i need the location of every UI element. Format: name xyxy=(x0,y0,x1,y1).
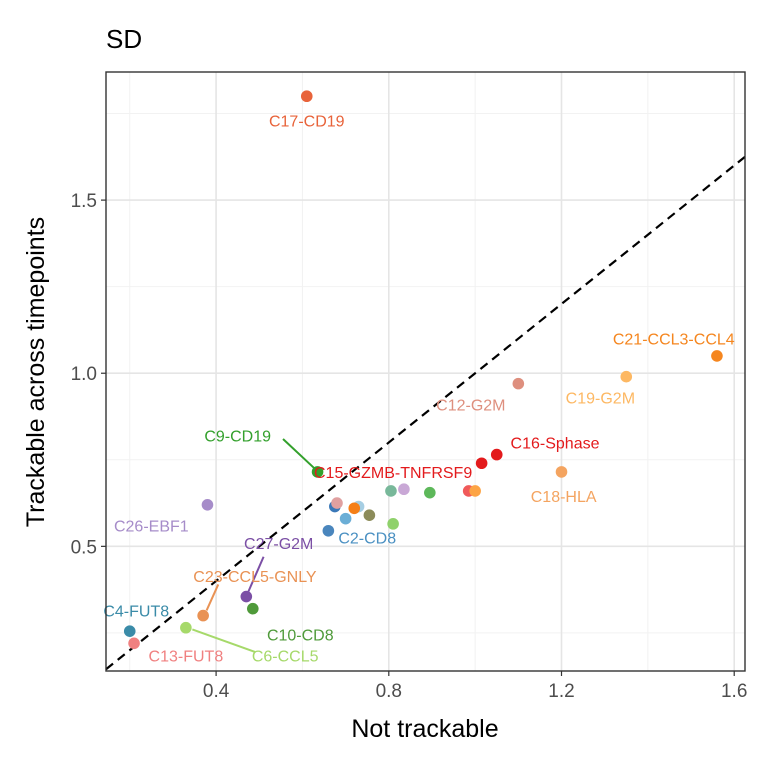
identity-reference-line xyxy=(105,155,746,671)
minor-gridlines xyxy=(106,72,745,671)
point-label: C17-CD19 xyxy=(269,113,345,130)
point-label: C23-CCL5-GNLY xyxy=(193,569,317,586)
data-point xyxy=(398,483,410,496)
data-point xyxy=(555,466,568,478)
plot-panel-border xyxy=(105,71,746,672)
point-labels: C17-CD19 C21-CCL3-CCL4 C19-G2M C12-G2M C16-S… xyxy=(103,113,734,665)
x-tick-label: 1.2 xyxy=(548,681,574,702)
y-axis-label: Trackable across timepoints xyxy=(22,217,50,527)
data-point xyxy=(197,609,209,622)
data-point xyxy=(490,448,503,461)
point-label: C2-CD8 xyxy=(338,531,396,548)
point-label: C9-CD19 xyxy=(204,429,271,446)
point-label: C27-G2M xyxy=(244,536,313,553)
data-point xyxy=(240,590,253,603)
data-point xyxy=(201,499,214,511)
x-tick-label: 0.4 xyxy=(203,681,230,702)
data-point xyxy=(363,509,376,521)
point-label: C10-CD8 xyxy=(267,628,334,645)
data-point xyxy=(246,602,259,615)
point-label: C21-CCL3-CCL4 xyxy=(613,332,735,349)
data-point xyxy=(475,457,488,470)
y-tick-label: 0.5 xyxy=(71,537,97,558)
x-tick-label: 0.8 xyxy=(376,681,402,702)
data-point xyxy=(424,486,436,499)
data-points xyxy=(123,90,723,650)
point-label: C12-G2M xyxy=(436,397,505,414)
y-tick-label: 1.5 xyxy=(71,191,97,212)
data-point xyxy=(322,524,335,537)
data-point xyxy=(387,518,399,530)
y-axis: 0.5 1.0 1.5 xyxy=(71,191,106,558)
data-point xyxy=(512,377,525,390)
data-point xyxy=(711,350,723,362)
point-label: C18-HLA xyxy=(531,489,597,506)
label-leader-lines xyxy=(192,438,316,653)
data-point xyxy=(620,370,633,383)
data-point xyxy=(123,625,136,637)
data-point xyxy=(348,502,361,515)
point-label: C26-EBF1 xyxy=(114,519,189,536)
data-point xyxy=(180,621,192,634)
leader-line xyxy=(282,438,316,470)
leader-line xyxy=(205,584,220,611)
point-label: C19-G2M xyxy=(566,390,635,407)
x-axis: 0.4 0.8 1.2 1.6 xyxy=(203,671,747,702)
point-label: C13-FUT8 xyxy=(149,648,224,665)
point-label: C15-GZMB-TNFRSF9 xyxy=(314,465,472,482)
point-label: C6-CCL5 xyxy=(252,648,319,665)
data-point xyxy=(331,497,343,509)
data-point xyxy=(311,466,324,478)
data-point xyxy=(339,512,352,525)
data-point xyxy=(385,485,397,497)
data-point xyxy=(469,485,481,497)
point-label: C16-Sphase xyxy=(511,435,600,452)
x-tick-label: 1.6 xyxy=(721,681,747,702)
data-point xyxy=(128,637,140,650)
leader-line xyxy=(247,556,265,592)
y-tick-label: 1.0 xyxy=(71,364,97,385)
point-label: C4-FUT8 xyxy=(103,603,169,620)
chart-title: SD xyxy=(106,24,142,54)
major-gridlines xyxy=(106,72,745,671)
leader-line xyxy=(192,628,256,653)
data-point xyxy=(300,90,313,103)
x-axis-label: Not trackable xyxy=(351,715,498,743)
